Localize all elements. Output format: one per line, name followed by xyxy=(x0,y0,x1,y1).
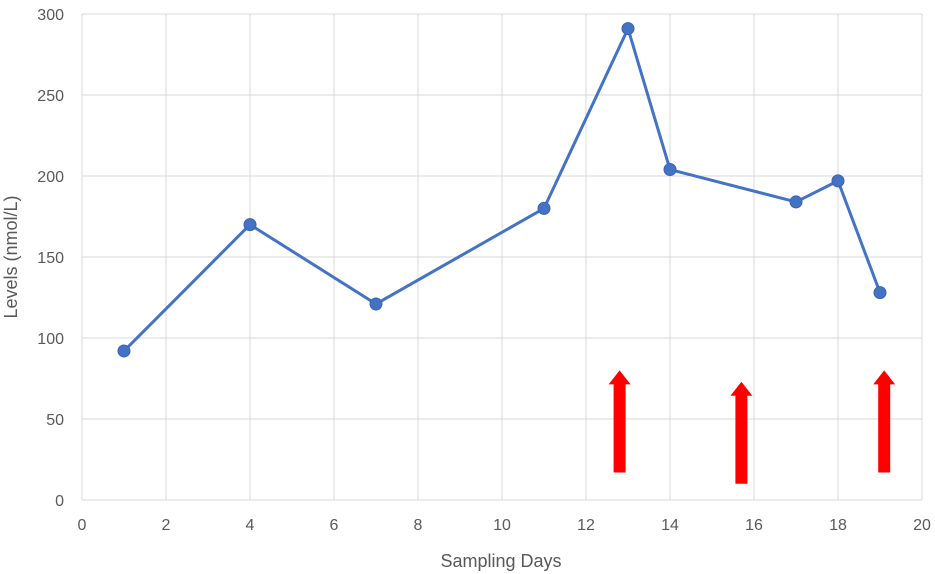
x-tick-label: 18 xyxy=(829,517,847,534)
x-tick-label: 16 xyxy=(745,517,763,534)
data-point xyxy=(831,174,845,188)
y-tick-label: 150 xyxy=(37,250,64,267)
data-point xyxy=(369,297,383,311)
y-tick-label: 200 xyxy=(37,169,64,186)
y-tick-label: 250 xyxy=(37,88,64,105)
up-arrow-annotation xyxy=(873,370,896,473)
x-tick-label: 4 xyxy=(246,517,255,534)
x-tick-label: 2 xyxy=(162,517,171,534)
gridlines xyxy=(81,13,923,501)
y-axis-ticks: 0 50 100 150 200 250 300 xyxy=(37,7,64,510)
y-tick-label: 0 xyxy=(55,493,64,510)
x-axis-title: Sampling Days xyxy=(440,551,561,571)
x-tick-label: 14 xyxy=(661,517,679,534)
data-series xyxy=(117,22,887,358)
up-arrow-annotation xyxy=(608,370,631,473)
x-axis-ticks: 0 2 4 6 8 10 12 14 16 18 20 xyxy=(78,517,931,534)
data-point xyxy=(537,201,551,215)
y-tick-label: 50 xyxy=(46,412,64,429)
annotation-arrows xyxy=(608,370,896,484)
y-tick-label: 100 xyxy=(37,331,64,348)
y-tick-label: 300 xyxy=(37,7,64,24)
data-point xyxy=(243,218,257,232)
data-point xyxy=(873,286,887,300)
data-point xyxy=(663,163,677,177)
data-point xyxy=(789,195,803,209)
up-arrow-annotation xyxy=(730,381,753,484)
x-tick-label: 0 xyxy=(78,517,87,534)
y-axis-title: Levels (nmol/L) xyxy=(1,195,21,318)
data-point xyxy=(117,344,131,358)
data-point xyxy=(621,22,635,36)
x-tick-label: 10 xyxy=(493,517,511,534)
x-tick-label: 6 xyxy=(330,517,339,534)
x-tick-label: 8 xyxy=(414,517,423,534)
x-tick-label: 12 xyxy=(577,517,595,534)
x-tick-label: 20 xyxy=(913,517,931,534)
